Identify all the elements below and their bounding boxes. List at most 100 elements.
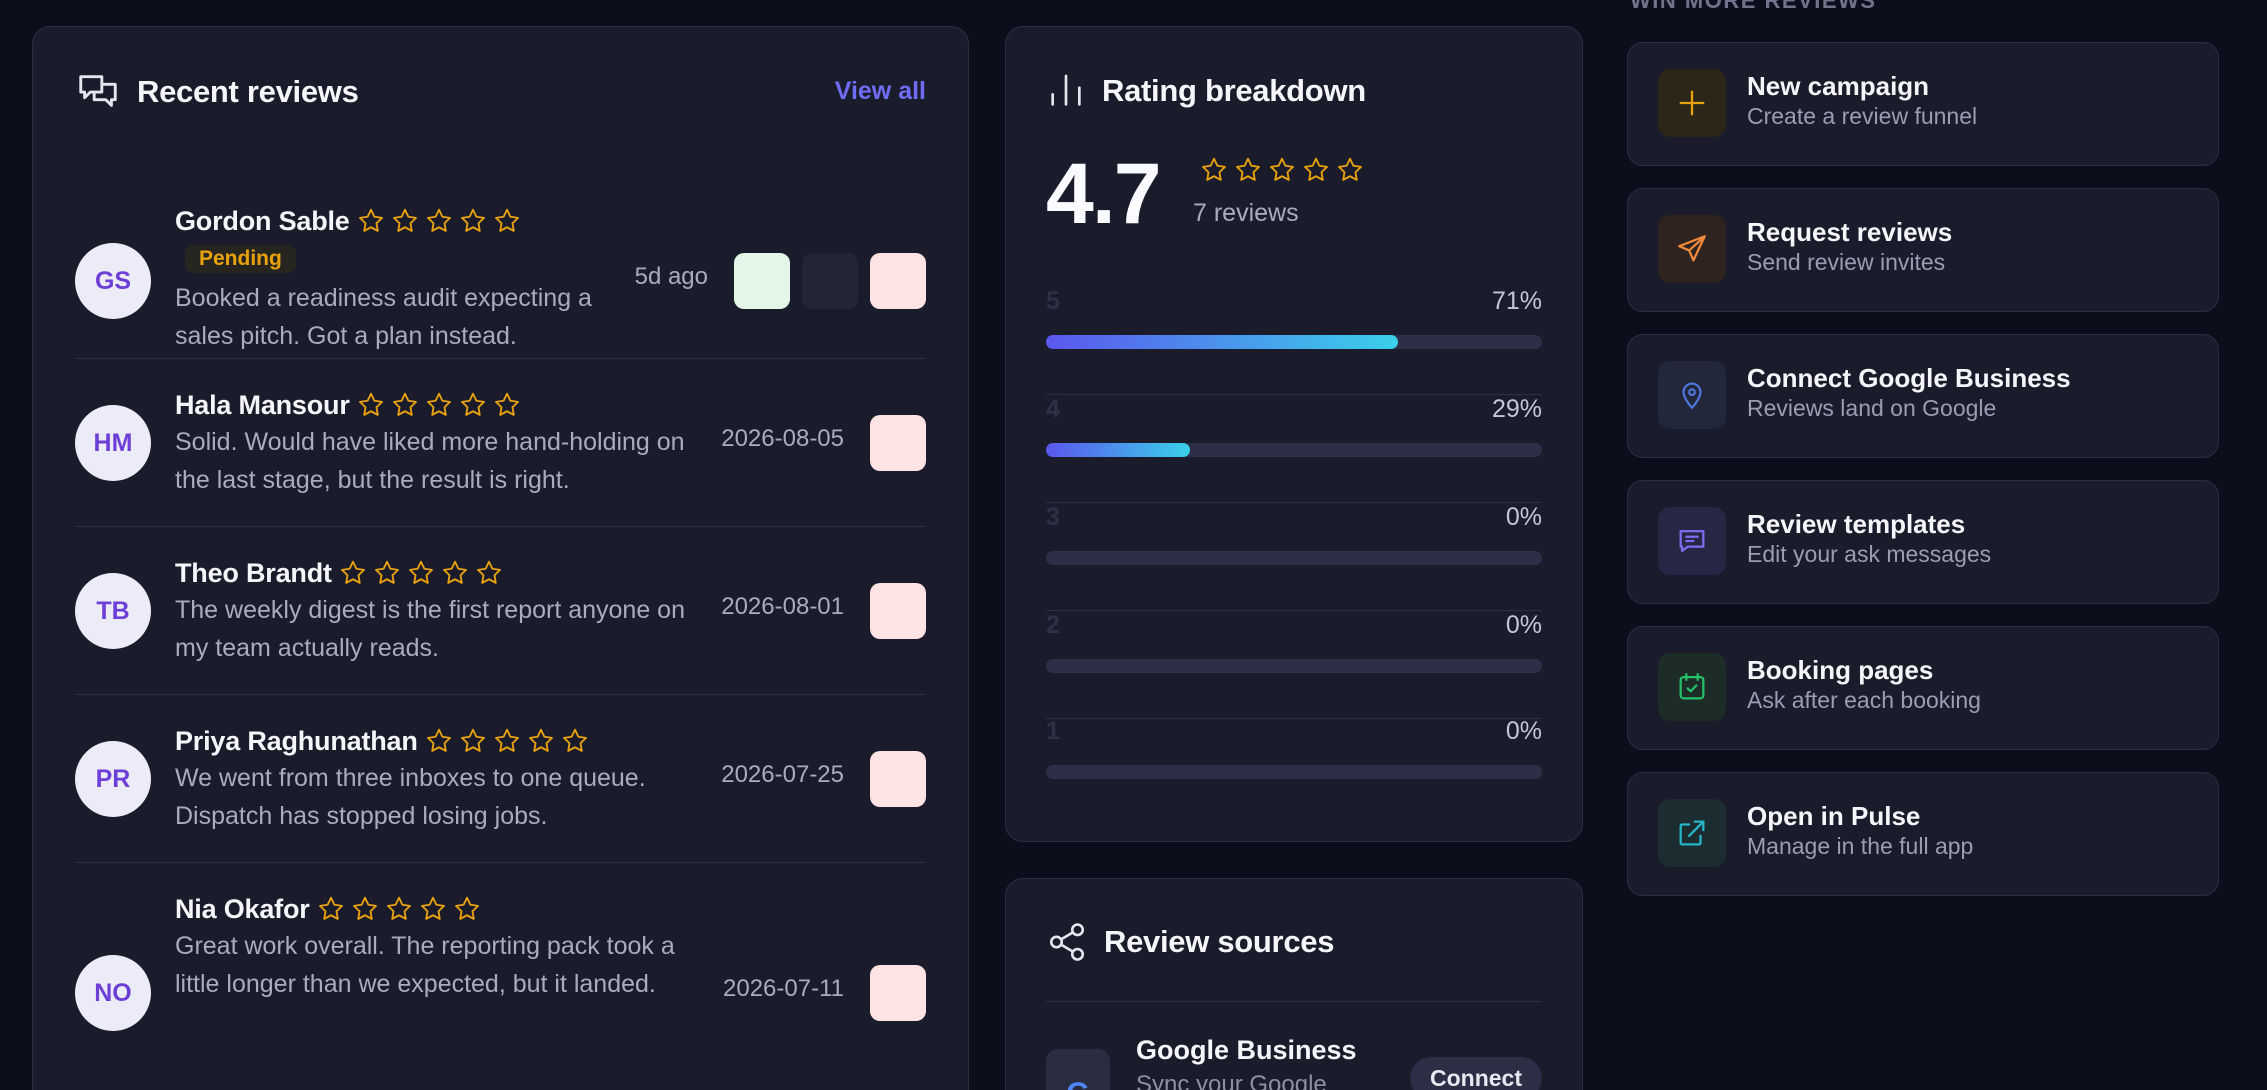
review-text: Great work overall. The reporting pack t… [175,932,675,998]
send-icon [1678,235,1706,262]
delete-button[interactable] [870,965,926,1021]
average-score: 4.7 [1046,146,1162,242]
rating-label: 1 [1046,717,1060,745]
star-rating [316,894,486,924]
approve-button[interactable] [734,253,790,309]
map-pin-icon-tile [1658,361,1726,429]
avatar: HM [75,405,151,481]
google-icon: G [1046,1049,1110,1090]
average-star-rating [1199,155,1369,185]
delete-button[interactable] [870,415,926,471]
action-subtitle: Ask after each booking [1747,687,1981,713]
star-icon [474,558,508,588]
reviewer-name: Nia Okafor [175,893,310,924]
rating-bar-track [1046,765,1542,779]
rating-bar-track [1046,335,1542,349]
star-icon [418,894,452,924]
rating-row-3: 3 0% [1046,503,1542,611]
external-link-icon [1679,820,1705,846]
map-pin-icon [1682,382,1702,410]
review-date: 5d ago [634,263,708,290]
delete-button[interactable] [870,583,926,639]
star-icon [338,558,372,588]
connect-button[interactable]: Connect [1410,1057,1542,1090]
star-icon [452,894,486,924]
review-row: NO Nia Okafor Great work overall. The re… [75,863,926,1090]
hide-button[interactable] [802,253,858,309]
star-rating [424,726,594,756]
star-icon [1267,155,1301,185]
review-text: We went from three inboxes to one queue.… [175,764,646,830]
new-campaign-card[interactable]: New campaign Create a review funnel [1627,42,2219,166]
share-icon [1049,923,1085,961]
review-sources-title: Review sources [1104,924,1335,959]
star-icon [492,206,526,236]
action-subtitle: Create a review funnel [1747,103,1978,129]
message-icon-tile [1658,507,1726,575]
review-sources-panel: Review sources G Google Business Sync yo… [1005,878,1583,1090]
star-icon [372,558,406,588]
star-icon [1301,155,1335,185]
chat-bubbles-icon [79,75,117,107]
rating-label: 3 [1046,503,1060,531]
star-icon [1233,155,1267,185]
star-rating [356,390,526,420]
rating-label: 2 [1046,611,1060,639]
action-title: Open in Pulse [1747,801,1921,831]
rating-percent: 71% [1491,287,1542,315]
booking-pages-card[interactable]: Booking pages Ask after each booking [1627,626,2219,750]
review-date: 2026-08-05 [721,425,844,452]
star-icon [458,726,492,756]
star-icon [424,390,458,420]
review-count: 7 reviews [1193,199,1299,227]
rating-breakdown-header: Rating breakdown [1046,71,1366,111]
review-sources-header: Review sources [1046,921,1334,963]
plus-icon [1679,90,1705,116]
star-icon [458,390,492,420]
star-icon [406,558,440,588]
star-rating [356,206,526,236]
review-row: GS Gordon Sable Pending Booked a readine… [75,173,926,359]
plus-icon-tile [1658,69,1726,137]
action-subtitle: Edit your ask messages [1747,541,1992,567]
action-title: Booking pages [1747,655,1934,685]
rating-row-5: 5 71% [1046,287,1542,395]
reviewer-name: Gordon Sable [175,205,350,236]
rating-breakdown-title: Rating breakdown [1102,73,1366,108]
star-icon [1335,155,1369,185]
star-icon [492,726,526,756]
star-icon [458,206,492,236]
request-reviews-card[interactable]: Request reviews Send review invites [1627,188,2219,312]
star-icon [390,206,424,236]
rating-breakdown-panel: Rating breakdown 4.7 7 reviews 5 71% 4 2… [1005,26,1583,842]
rating-label: 4 [1046,395,1060,423]
recent-reviews-header: Recent reviews [75,69,359,115]
calendar-check-icon [1679,673,1705,700]
star-icon [526,726,560,756]
connect-google-business-card[interactable]: Connect Google Business Reviews land on … [1627,334,2219,458]
review-templates-card[interactable]: Review templates Edit your ask messages [1627,480,2219,604]
rating-percent: 29% [1491,395,1542,423]
open-in-pulse-card[interactable]: Open in Pulse Manage in the full app [1627,772,2219,896]
view-all-link[interactable]: View all [834,77,926,105]
avatar: GS [75,243,151,319]
avatar: TB [75,573,151,649]
action-title: Review templates [1747,509,1966,539]
review-row: PR Priya Raghunathan We went from three … [75,695,926,863]
send-icon-tile [1658,215,1726,283]
action-title: Connect Google Business [1747,363,2071,393]
rating-percent: 0% [1505,611,1542,639]
source-name: Google Business [1136,1035,1357,1065]
reviewer-name: Hala Mansour [175,389,350,420]
delete-button[interactable] [870,751,926,807]
avatar: PR [75,741,151,817]
star-icon [390,390,424,420]
delete-button[interactable] [870,253,926,309]
rating-row-2: 2 0% [1046,611,1542,719]
calendar-check-icon-tile [1658,653,1726,721]
rating-percent: 0% [1505,503,1542,531]
star-icon [350,894,384,924]
star-icon [440,558,474,588]
win-more-reviews-label: WIN MORE REVIEWS [1630,0,1877,13]
rating-percent: 0% [1505,717,1542,745]
